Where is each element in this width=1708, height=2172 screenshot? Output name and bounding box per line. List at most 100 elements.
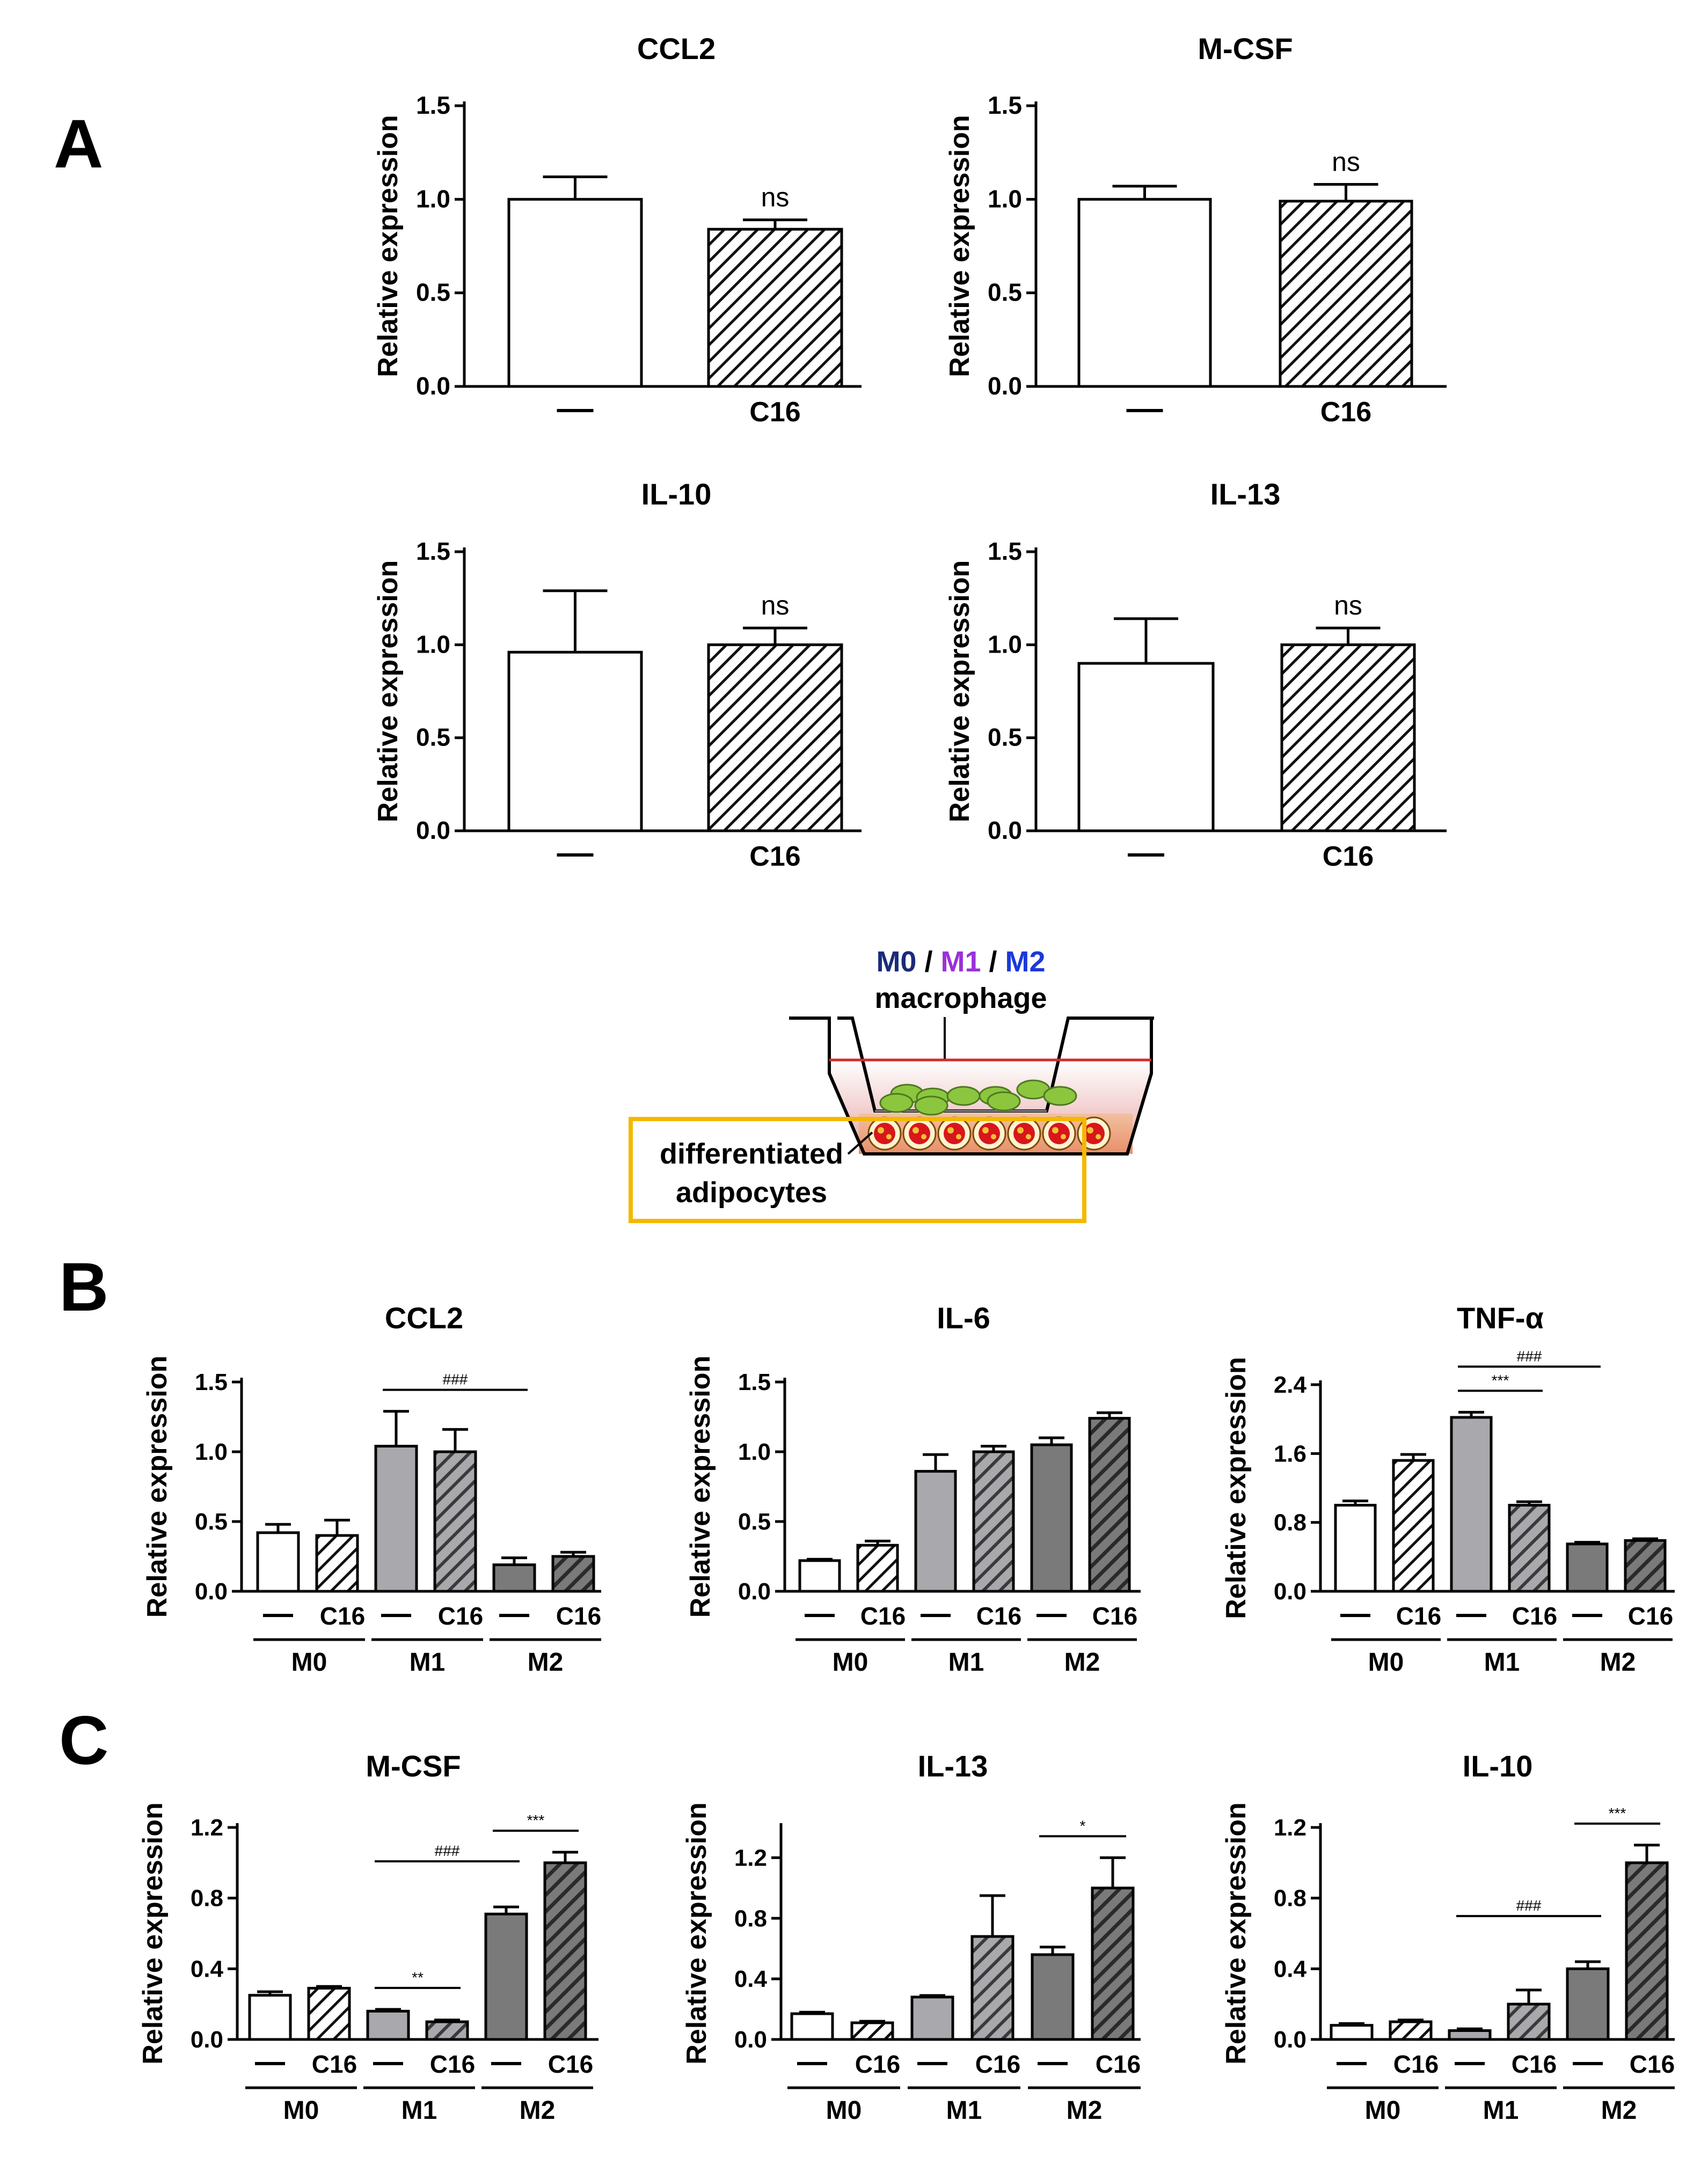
chart-title: IL-6 [937,1301,990,1335]
group-label: M1 [402,2096,437,2125]
group-label: M2 [1600,1648,1636,1677]
macrophage-types-label: M0 / M1 / M2 [876,946,1045,978]
chart-title: CCL2 [637,32,716,65]
m0-label: M0 [876,946,916,978]
macrophage-cells [879,1079,1077,1116]
bar [1088,1417,1131,1593]
group-label: M2 [1067,2096,1103,2125]
y-axis-label: Relative expression [685,1356,716,1618]
separator-2: / [981,946,1005,978]
y-tick-label: 0.0 [988,372,1022,400]
y-axis-label: Relative expression [681,1802,712,2064]
macrophage-cell [879,1093,914,1113]
adipocyte-droplet [956,1134,961,1139]
chart-title: TNF-α [1457,1301,1544,1335]
charts-layer: CCL2 Relative expression 0.0 0.5 1.0 1.5 C16 ns… [137,32,1675,2125]
group-label: M1 [946,2096,982,2125]
group-label: M0 [826,2096,862,2125]
x-tick-label: C16 [312,2050,357,2078]
adipocyte-lipid [874,1123,895,1144]
bar [1624,1539,1667,1593]
adipocyte-pointer [847,1131,873,1155]
bar [1334,1504,1377,1593]
x-tick-label: C16 [556,1602,601,1630]
chart-title: IL-13 [1210,477,1281,511]
group-label: M2 [1601,2096,1637,2125]
y-tick-label: 0.8 [1274,1885,1306,1912]
y-tick-label: 1.5 [416,91,450,119]
y-tick-label: 0.8 [191,1885,223,1912]
x-tick-label: C16 [749,397,800,428]
chart-a1: CCL2 Relative expression 0.0 0.5 1.0 1.5 C16 ns [373,32,862,428]
adipocyte-droplet [1026,1134,1031,1139]
bar [970,1935,1014,2041]
significance-label: ns [761,590,790,620]
bar [551,1555,595,1593]
adipocyte-lipid [1013,1123,1035,1144]
bar [1566,1967,1610,2041]
bar [914,1469,957,1593]
chart-title: IL-10 [1463,1749,1533,1783]
y-axis-label: Relative expression [137,1802,169,2064]
y-tick-label: 1.5 [416,537,450,565]
x-tick-label: C16 [855,2050,900,2078]
x-tick-label: C16 [976,1602,1021,1630]
bar [1030,1443,1073,1593]
bar [374,1445,418,1593]
bar [1279,200,1413,388]
group-label: M1 [410,1648,446,1677]
y-tick-label: 0.0 [1274,1578,1306,1605]
chart-c1: M-CSF Relative expression 0.0 0.4 0.8 1.2 C16 C… [137,1749,598,2125]
chart-b2: IL-6 Relative expression 0.0 0.5 1.0 1.5 C16 C1… [685,1301,1141,1677]
group-label: M1 [1484,1648,1520,1677]
group-label: M2 [520,2096,556,2125]
bar [315,1534,359,1593]
macrophage-cell [914,1095,948,1116]
bar [798,1559,841,1593]
y-tick-label: 0.5 [738,1509,771,1535]
x-tick-label: C16 [430,2050,475,2078]
bar [910,1995,954,2041]
adipocyte-droplet [1061,1134,1066,1139]
y-tick-label: 1.0 [988,185,1022,213]
significance-label: *** [527,1812,545,1829]
y-tick-label: 1.6 [1274,1440,1306,1467]
y-tick-label: 0.4 [191,1956,224,1982]
adipocyte-droplet [1052,1127,1059,1133]
group-label: M2 [528,1648,564,1677]
bar [433,1450,477,1593]
significance-label: * [1080,1817,1086,1834]
group-label: M0 [291,1648,327,1677]
significance-label: ns [761,182,790,213]
y-tick-label: 0.0 [738,1578,771,1605]
y-tick-label: 1.0 [738,1439,771,1465]
bar [1077,198,1212,388]
y-axis-label: Relative expression [944,115,975,377]
y-tick-label: 0.5 [195,1509,228,1535]
significance-label: ### [435,1842,460,1859]
bar [307,1987,351,2041]
y-axis-label: Relative expression [944,560,975,822]
adipocyte-droplet [886,1134,892,1139]
bar [248,1994,292,2041]
adipocyte-droplet [991,1134,996,1139]
y-tick-label: 1.0 [195,1439,228,1465]
panel-label-b: B [59,1249,109,1326]
chart-title: IL-13 [918,1749,988,1783]
chart-title: M-CSF [1198,32,1293,65]
bar [1091,1886,1135,2041]
m1-label: M1 [940,946,981,978]
bar [1508,1504,1551,1593]
bar [1077,662,1215,832]
macrophage-label: macrophage [874,982,1047,1014]
y-tick-label: 1.2 [734,1845,767,1871]
x-tick-label: C16 [1396,1602,1441,1630]
bar [790,2012,834,2041]
x-tick-label: C16 [1320,397,1371,428]
y-tick-label: 0.0 [734,2027,767,2053]
adipocyte-droplet [1096,1134,1101,1139]
bar [1450,1416,1493,1593]
y-tick-label: 0.5 [416,279,450,306]
x-tick-label: C16 [1096,2050,1141,2078]
chart-title: CCL2 [385,1301,463,1335]
